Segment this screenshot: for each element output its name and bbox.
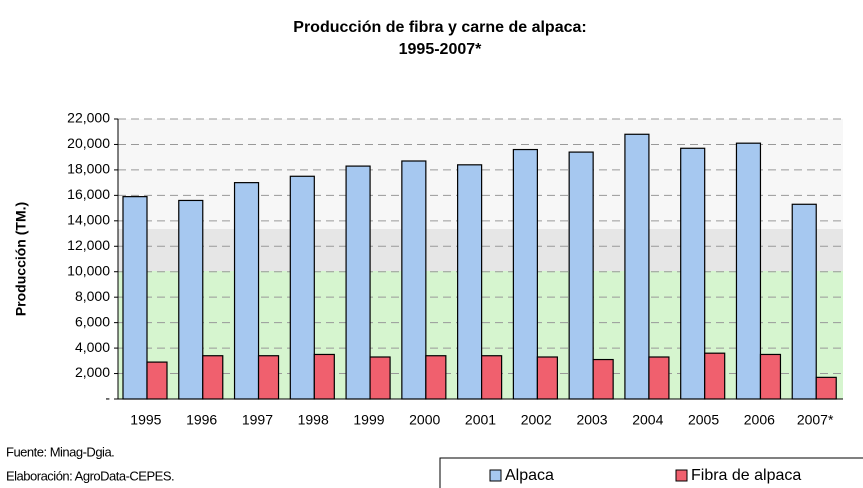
bar [313, 353, 335, 400]
x-tick-label: 1999 [353, 412, 384, 428]
bar [146, 361, 168, 400]
legend-swatch [489, 469, 502, 482]
legend-label: Alpaca [505, 467, 554, 484]
bar [257, 355, 280, 400]
bar [425, 355, 447, 400]
legend-swatch [675, 469, 688, 482]
bar [704, 352, 726, 400]
bar [592, 358, 614, 400]
y-tick-label: 16,000 [67, 186, 110, 202]
y-tick-label: 6,000 [75, 313, 110, 329]
x-tick-label: 2006 [744, 412, 775, 428]
y-tick-label: 2,000 [75, 364, 110, 380]
bar [401, 160, 427, 400]
chart-subtitle: 1995-2007* [399, 41, 483, 58]
bar [289, 175, 315, 400]
bar [624, 133, 650, 400]
y-tick-label: 18,000 [67, 161, 110, 177]
y-tick-label: 12,000 [67, 237, 110, 253]
x-tick-label: 2003 [576, 412, 607, 428]
y-axis-label: Producción (TM.) [13, 202, 29, 316]
x-tick-label: 2004 [632, 412, 663, 428]
bar [457, 164, 483, 400]
bar [735, 142, 762, 400]
x-tick-label: 1996 [186, 412, 217, 428]
bar [568, 151, 594, 400]
bar [791, 203, 817, 400]
x-tick-label: 2005 [688, 412, 719, 428]
x-tick-label: 2000 [409, 412, 440, 428]
legend-box [439, 457, 863, 488]
note: Fuente: Minag-Dgia. [6, 444, 114, 459]
y-tick-label: 22,000 [67, 110, 110, 126]
x-tick-label: 2007* [797, 412, 834, 428]
bar [481, 355, 503, 400]
bar [536, 356, 558, 400]
note: Elaboración: AgroData-CEPES. [6, 468, 174, 483]
x-tick-label: 1995 [130, 412, 161, 428]
bar [178, 199, 204, 400]
bar [680, 147, 706, 400]
y-tick-label: 20,000 [67, 135, 110, 151]
bar [122, 196, 148, 400]
bar [648, 356, 670, 400]
bar [815, 376, 837, 400]
x-tick-label: 1997 [242, 412, 273, 428]
x-tick-label: 1998 [298, 412, 329, 428]
y-tick-label: 4,000 [75, 339, 110, 355]
legend-label: Fibra de alpaca [691, 467, 801, 484]
y-tick-label: 10,000 [67, 262, 110, 278]
bar [233, 182, 260, 400]
bar [345, 165, 371, 400]
y-tick-label: 8,000 [75, 288, 110, 304]
bar [512, 148, 538, 400]
y-tick-label: 14,000 [67, 212, 110, 228]
y-tick-label: - [105, 390, 110, 406]
bar [759, 353, 782, 400]
bar [202, 355, 224, 400]
bar [369, 356, 391, 400]
x-tick-label: 2002 [521, 412, 552, 428]
x-tick-label: 2001 [465, 412, 496, 428]
chart-title: Producción de fibra y carne de alpaca: [293, 19, 586, 36]
